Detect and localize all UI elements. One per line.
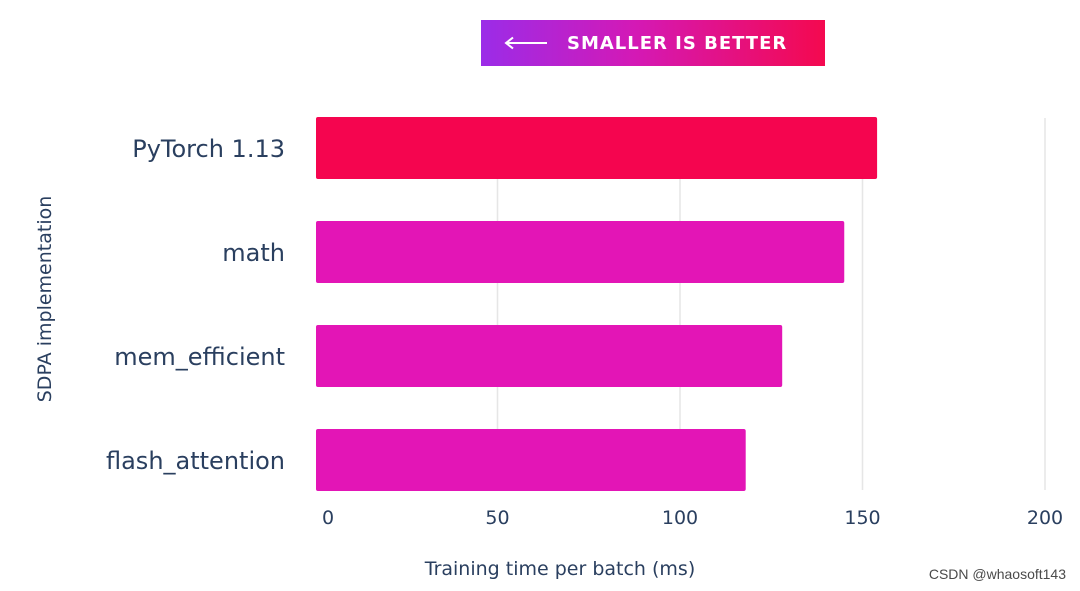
category-label: math [222, 239, 285, 267]
x-tick-label: 50 [485, 507, 509, 529]
x-axis-title: Training time per batch (ms) [424, 558, 696, 580]
x-tick-label: 0 [322, 507, 334, 529]
x-tick-labels: 0 50 100 150 200 [322, 507, 1063, 529]
category-label: mem_efficient [114, 343, 285, 371]
x-tick-label: 200 [1027, 507, 1063, 529]
x-tick-label: 150 [844, 507, 880, 529]
arrow-left-icon [504, 36, 547, 50]
x-tick-label: 100 [662, 507, 698, 529]
bar-mem-efficient [316, 325, 783, 387]
y-axis-title: SDPA implementation [34, 196, 56, 403]
gridlines [496, 118, 1046, 490]
banner-text: SMALLER IS BETTER [567, 32, 788, 54]
bar-pytorch-1-13 [316, 117, 878, 179]
category-label: flash_attention [106, 447, 285, 475]
watermark: CSDN @whaosoft143 [928, 566, 1066, 582]
smaller-is-better-banner: SMALLER IS BETTER [481, 20, 825, 66]
bars [316, 117, 878, 491]
category-labels: PyTorch 1.13 math mem_efficient flash_atten… [106, 135, 285, 475]
category-label: PyTorch 1.13 [132, 135, 285, 163]
bar-math [316, 221, 845, 283]
bar-flash-attention [316, 429, 746, 491]
